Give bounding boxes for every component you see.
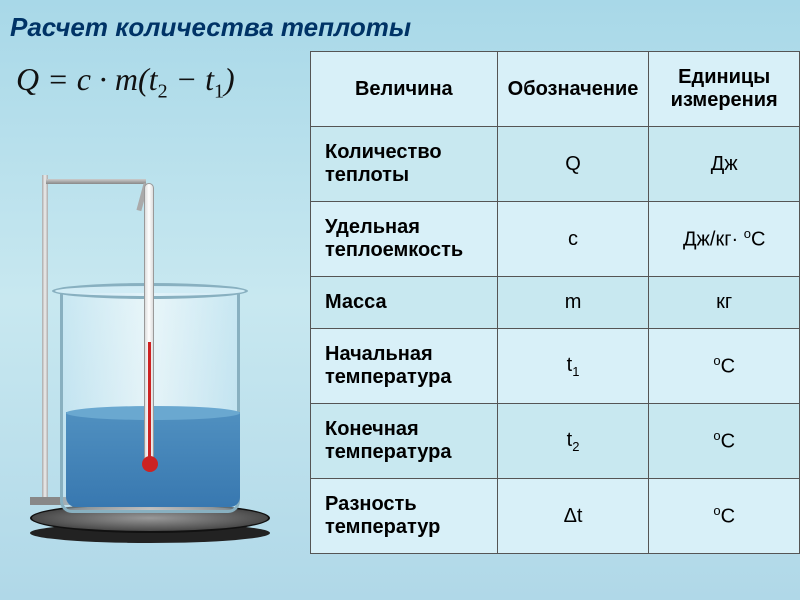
sym-sub: 2 [572,439,579,454]
row-symbol: Q [497,127,649,202]
formula-Q: Q [16,61,39,97]
unit-sup: о [744,226,751,241]
formula-sub1: 1 [214,80,224,102]
formula-t2: t [149,61,158,97]
row-symbol: m [497,277,649,329]
formula-t1: t [205,61,214,97]
left-panel: Q = c · m(t2 − t1) [0,51,310,591]
thermometer [144,183,154,463]
unit-suffix: С [721,431,735,453]
unit-suffix: С [751,229,765,251]
unit-suffix: С [721,356,735,378]
row-symbol: t1 [497,329,649,404]
stand-arm [46,179,146,184]
row-symbol: c [497,202,649,277]
formula-open: ( [138,61,149,97]
formula-m: m [115,61,138,97]
header-symbol: Обозначение [497,52,649,127]
table-row: Масса m кг [311,277,800,329]
row-symbol: t2 [497,404,649,479]
unit-sup: о [713,503,720,518]
row-symbol: Δt [497,479,649,554]
formula-dot: · [91,61,115,97]
row-unit: Дж/кг· оС [649,202,800,277]
row-label: Количество теплоты [311,127,498,202]
formula-eq: = [39,61,77,97]
formula-close: ) [224,61,235,97]
apparatus-diagram [10,123,290,543]
table-row: Разность температур Δt оС [311,479,800,554]
row-label: Конечная температура [311,404,498,479]
row-unit: кг [649,277,800,329]
table-row: Удельная теплоемкость c Дж/кг· оС [311,202,800,277]
row-label: Разность температур [311,479,498,554]
page-title: Расчет количества теплоты [0,0,800,51]
header-units: Единицы измерения [649,52,800,127]
unit-suffix: С [721,506,735,528]
stand-pole [42,175,48,505]
row-label: Масса [311,277,498,329]
row-unit: Дж [649,127,800,202]
table-row: Начальная температура t1 оС [311,329,800,404]
formula-c: c [77,61,91,97]
row-label: Удельная теплоемкость [311,202,498,277]
row-label: Начальная температура [311,329,498,404]
row-unit: оС [649,479,800,554]
right-panel: Величина Обозначение Единицы измерения К… [310,51,800,591]
content-area: Q = c · m(t2 − t1) [0,51,800,591]
formula-minus: − [168,61,206,97]
unit-sup: о [713,353,720,368]
unit-sup: о [713,428,720,443]
thermometer-liquid [148,342,151,462]
table-row: Конечная температура t2 оС [311,404,800,479]
unit-prefix: Дж/кг· [683,229,744,251]
heat-formula: Q = c · m(t2 − t1) [10,61,300,103]
quantities-table: Величина Обозначение Единицы измерения К… [310,51,800,554]
sym-sub: 1 [572,364,579,379]
table-header-row: Величина Обозначение Единицы измерения [311,52,800,127]
row-unit: оС [649,329,800,404]
table-row: Количество теплоты Q Дж [311,127,800,202]
formula-sub2: 2 [158,80,168,102]
row-unit: оС [649,404,800,479]
header-quantity: Величина [311,52,498,127]
